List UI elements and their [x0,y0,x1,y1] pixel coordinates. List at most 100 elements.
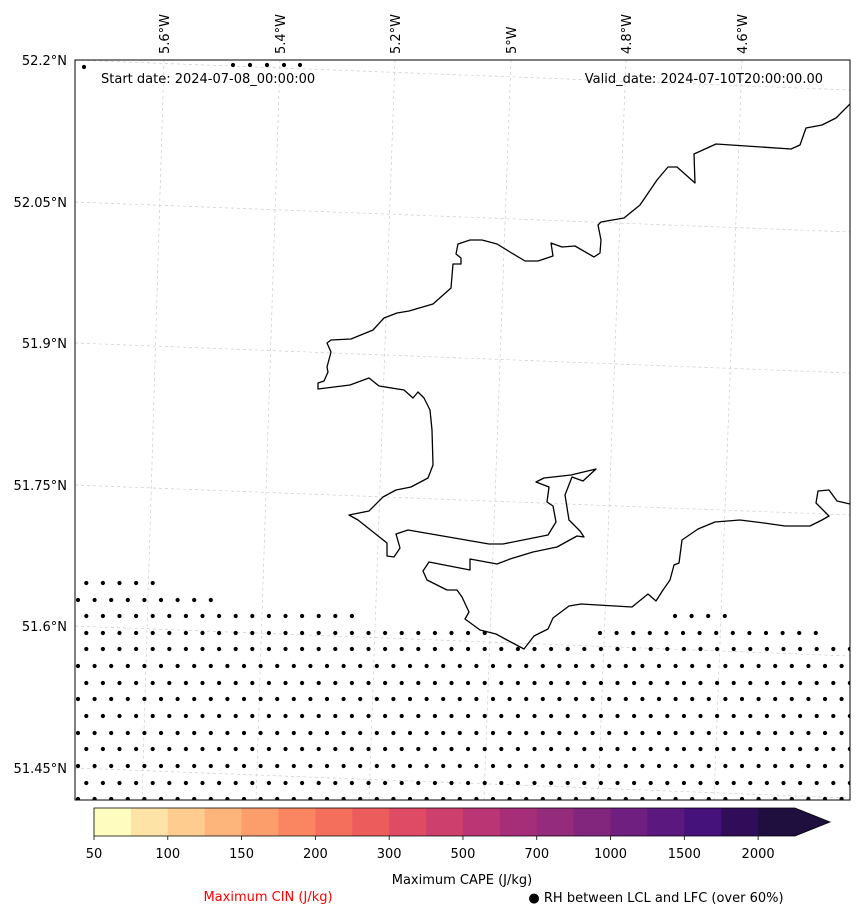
rh-dot [780,630,785,636]
rh-dot [847,680,850,686]
rh-dot [258,663,263,669]
rh-dot [217,630,222,636]
rh-dot [739,763,745,769]
rh-dot [391,730,396,736]
rh-dot [822,763,828,769]
lon-label-5w: 5°W [505,26,520,54]
rh-dot [333,780,338,786]
rh-dot [142,597,147,603]
rh-dot [349,680,354,686]
rh-dot [664,630,669,636]
rh-dot [747,630,752,636]
rh-dot [831,746,836,752]
start-date-label: Start date: 2024-07-08_00:00:00 [101,72,315,87]
rh-dot [183,630,188,636]
rh-dot [266,713,271,719]
rh-dot [549,713,554,719]
lat-label-51.6n: 51.6°N [22,620,67,635]
rh-dot [366,680,371,686]
rh-dot [565,680,570,686]
rh-dot [449,746,454,752]
rh-dot [200,713,205,719]
rh-dot [92,796,97,800]
rh-dot [598,646,604,652]
rh-dot [432,746,437,752]
rh-dot [839,663,844,669]
rh-dot [399,646,404,652]
rh-dot [598,713,604,719]
rh-dot [217,680,222,686]
rh-dot [117,680,122,686]
lat-label-51.9n: 51.9°N [22,337,67,352]
rh-dot [773,696,778,702]
rh-dot [474,730,479,736]
rh-dot [648,680,653,686]
rh-dot [291,763,296,769]
rh-dot [524,796,529,800]
rh-dot [607,796,612,800]
rh-dot [647,630,652,636]
cape-colorbar [93,807,832,837]
rh-dot [391,663,396,669]
rh-dot [474,763,479,769]
rh-dot [656,796,662,800]
rh-dot [449,630,454,636]
rh-dot [150,680,155,686]
rh-dot [723,696,728,702]
rh-dot [374,696,379,702]
rh-dot [374,796,379,800]
rh-dot [672,613,678,619]
rh-dot [441,763,446,769]
rh-dot [673,663,678,669]
rh-dot [457,696,462,702]
rh-dot [92,730,97,736]
rh-dot [607,730,612,736]
rh-dot [482,713,487,719]
rh-dot [690,796,695,800]
rh-dot [208,796,213,800]
rh-dot [266,613,271,619]
rh-dot [100,630,105,636]
rh-dot [399,713,404,719]
rh-dot [241,796,247,800]
rh-dot [814,713,819,719]
rh-dot [341,663,346,669]
rh-dot [250,630,255,636]
rh-dot [150,713,155,719]
rh-dot [822,663,828,669]
rh-dot [250,713,255,719]
rh-dot [358,730,363,736]
rh-dot [84,646,89,652]
rh-dot [416,630,421,636]
rh-dot [175,597,180,603]
rh-dot [407,796,413,800]
rh-dot [333,646,338,652]
rh-dot [673,763,678,769]
rh-dot [183,646,188,652]
rh-dot [316,713,321,719]
rh-dot [150,780,155,786]
lon-label-5.2w: 5.2°W [389,14,404,54]
rh-legend-label: ● RH between LCL and LFC (over 60%) [528,891,783,906]
rh-dot [217,746,222,752]
rh-dot [230,62,236,68]
rh-dot [756,730,761,736]
rh-dot [200,630,205,636]
rh-dot [84,630,89,636]
rh-dot [158,663,164,669]
rh-dot [316,746,321,752]
colorbar-swatch [610,808,648,836]
rh-dot [582,680,587,686]
rh-dot [258,796,263,800]
rh-dot [150,646,155,652]
rh-dot [598,780,604,786]
rh-dot [100,646,105,652]
rh-dot [773,763,778,769]
rh-dot [424,730,429,736]
rh-dot [217,646,222,652]
rh-dot [715,646,720,652]
rh-dot [142,730,147,736]
rh-dot [449,646,454,652]
rh-dot [482,780,487,786]
rh-dot [233,680,238,686]
